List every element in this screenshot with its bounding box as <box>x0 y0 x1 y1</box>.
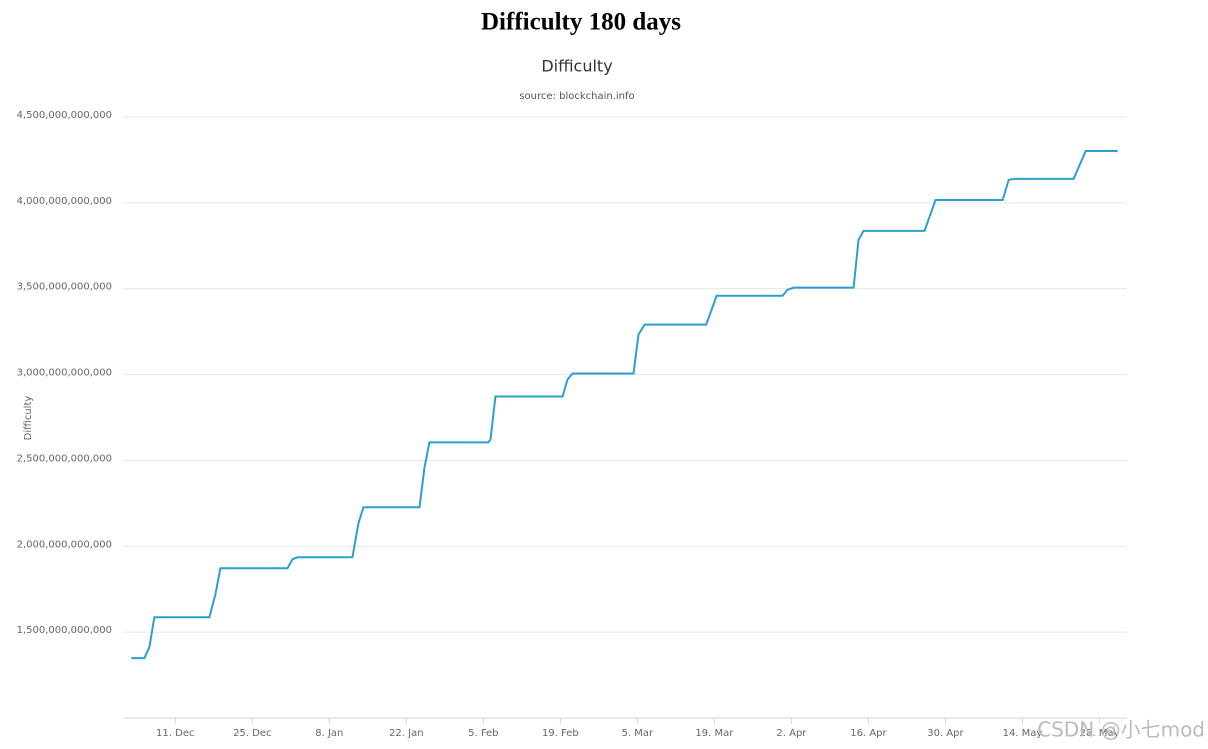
watermark: CSDN @小七mod <box>1037 718 1205 742</box>
data-line <box>131 149 1118 660</box>
y-tick-label: 1,500,000,000,000 <box>17 625 112 636</box>
x-tick-label: 16. Apr <box>850 728 887 739</box>
x-tick-label: 22. Jan <box>389 728 424 739</box>
y-tick-label: 4,500,000,000,000 <box>17 110 112 121</box>
x-tick-label: 14. May <box>1003 728 1043 739</box>
x-tick-label: 5. Mar <box>622 728 654 739</box>
x-tick-label: 5. Feb <box>468 728 498 739</box>
x-tick-label: 28. May <box>1080 728 1120 739</box>
chart-subtitle: source: blockchain.info <box>519 91 634 102</box>
x-tick-label: 2. Apr <box>776 728 807 739</box>
chart-title: Difficulty <box>541 57 612 76</box>
y-tick-label: 2,000,000,000,000 <box>17 539 112 550</box>
y-tick-label: 4,000,000,000,000 <box>17 196 112 207</box>
x-tick-label: 19. Feb <box>542 728 579 739</box>
page-title: Difficulty 180 days <box>481 9 681 36</box>
x-tick-label: 30. Apr <box>927 728 964 739</box>
y-axis-title: Difficulty <box>23 396 34 441</box>
plot: 1,500,000,000,000 2,000,000,000,000 2,500,… <box>17 110 1127 739</box>
x-tick-label: 19. Mar <box>695 728 734 739</box>
x-tick-label: 8. Jan <box>315 728 343 739</box>
y-tick-label: 3,000,000,000,000 <box>17 368 112 379</box>
y-tick-label: 3,500,000,000,000 <box>17 282 112 293</box>
y-tick-label: 2,500,000,000,000 <box>17 453 112 464</box>
x-tick-label: 25. Dec <box>233 728 271 739</box>
x-tick-label: 11. Dec <box>156 728 194 739</box>
